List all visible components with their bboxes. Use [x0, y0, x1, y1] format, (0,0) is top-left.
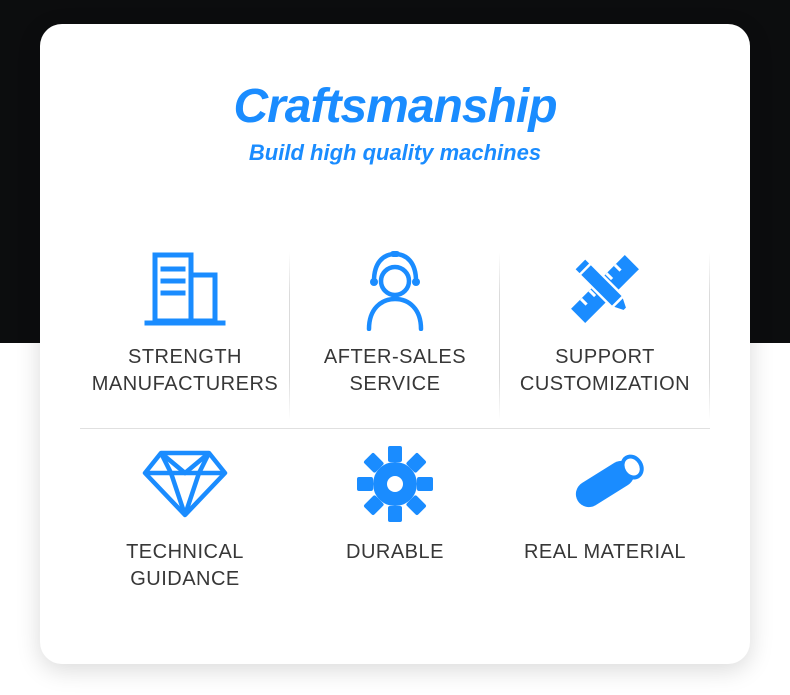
- buildings-icon: [143, 244, 227, 334]
- ruler-pencil-icon: [562, 244, 648, 334]
- feature-support-customization: SUPPORT CUSTOMIZATION: [500, 234, 710, 429]
- feature-durable: DURABLE: [290, 429, 500, 624]
- feature-label: REAL MATERIAL: [524, 539, 686, 566]
- feature-real-material: REAL MATERIAL: [500, 429, 710, 624]
- feature-after-sales-service: AFTER-SALES SERVICE: [290, 234, 500, 429]
- feature-label: STRENGTH MANUFACTURERS: [92, 344, 279, 398]
- feature-label: AFTER-SALES SERVICE: [324, 344, 466, 398]
- card-title: Craftsmanship: [233, 79, 556, 134]
- craftsmanship-card: Craftsmanship Build high quality machine…: [40, 24, 750, 664]
- card-subtitle: Build high quality machines: [249, 140, 541, 166]
- feature-label: SUPPORT CUSTOMIZATION: [520, 344, 690, 398]
- diamond-icon: [139, 439, 231, 529]
- gear-icon: [356, 439, 434, 529]
- feature-label: DURABLE: [346, 539, 444, 566]
- rod-icon: [561, 439, 649, 529]
- feature-strength-manufacturers: STRENGTH MANUFACTURERS: [80, 234, 290, 429]
- features-grid: STRENGTH MANUFACTURERS AFTER-SALES SERVI…: [80, 234, 710, 624]
- feature-technical-guidance: TECHNICAL GUIDANCE: [80, 429, 290, 624]
- feature-label: TECHNICAL GUIDANCE: [126, 539, 244, 593]
- headset-person-icon: [357, 244, 433, 334]
